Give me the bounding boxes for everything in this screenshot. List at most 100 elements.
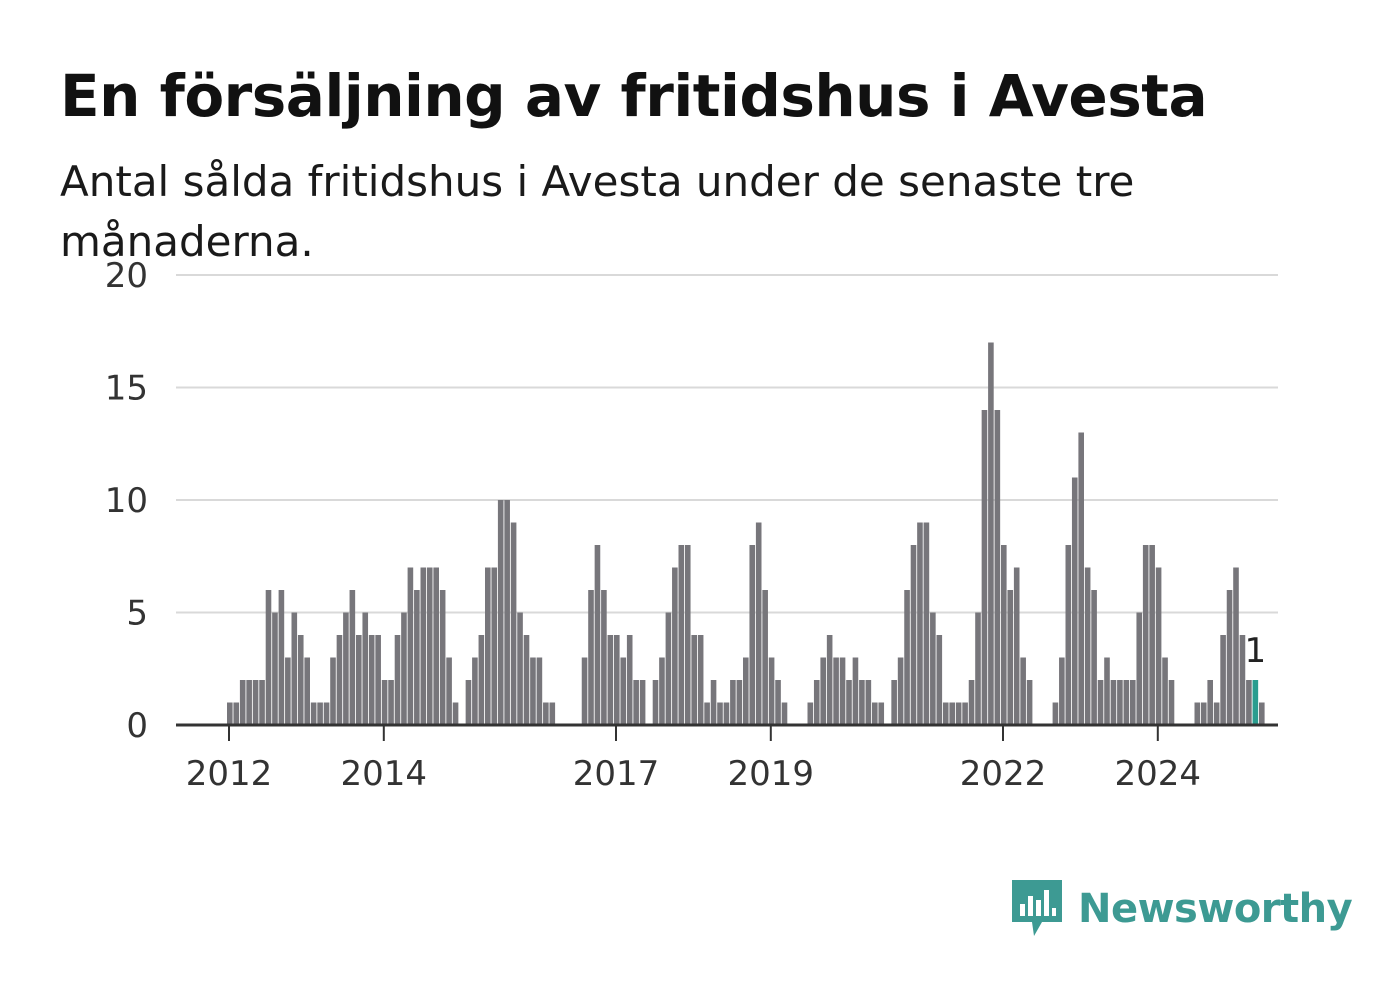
bar bbox=[781, 702, 788, 725]
bar bbox=[388, 680, 394, 725]
bar bbox=[1026, 680, 1033, 725]
bar bbox=[446, 657, 452, 725]
bar bbox=[349, 590, 356, 725]
chart-subtitle: Antal sålda fritidshus i Avesta under de… bbox=[60, 157, 1135, 266]
bar bbox=[775, 680, 781, 725]
bar bbox=[414, 590, 420, 725]
bar bbox=[723, 702, 730, 725]
bar bbox=[1097, 680, 1104, 725]
x-tick-label: 2014 bbox=[341, 754, 428, 794]
bar bbox=[265, 590, 272, 725]
bar bbox=[1136, 612, 1143, 725]
bar bbox=[246, 680, 252, 725]
x-tick-label: 2022 bbox=[960, 754, 1047, 794]
bar bbox=[401, 612, 407, 725]
bar bbox=[981, 410, 988, 725]
bar bbox=[1200, 702, 1207, 725]
bar bbox=[285, 657, 291, 725]
bar bbox=[942, 702, 949, 725]
bar bbox=[833, 657, 839, 725]
bar bbox=[968, 680, 975, 725]
bar bbox=[426, 567, 433, 725]
bar bbox=[317, 702, 323, 725]
bar bbox=[1142, 545, 1149, 725]
y-tick-label: 10 bbox=[105, 481, 148, 521]
bar bbox=[304, 657, 310, 725]
bar bbox=[633, 680, 639, 725]
bar bbox=[665, 612, 672, 725]
bar bbox=[1013, 567, 1020, 725]
bar bbox=[678, 545, 685, 725]
bar bbox=[375, 635, 381, 725]
bar bbox=[356, 635, 362, 725]
bar bbox=[1078, 432, 1084, 725]
y-tick-label: 0 bbox=[126, 706, 148, 746]
bar bbox=[962, 702, 968, 725]
bar bbox=[891, 680, 897, 725]
bar bbox=[549, 702, 556, 725]
bar bbox=[252, 680, 259, 725]
bar bbox=[704, 702, 710, 725]
bar bbox=[865, 680, 872, 725]
bar bbox=[994, 410, 1001, 725]
bar bbox=[478, 635, 485, 725]
bar bbox=[846, 680, 852, 725]
bar bbox=[820, 657, 826, 725]
bar bbox=[1110, 680, 1117, 725]
bar bbox=[465, 680, 472, 725]
bar bbox=[472, 657, 478, 725]
bar bbox=[1091, 590, 1097, 725]
bar bbox=[1213, 702, 1220, 725]
bar bbox=[672, 567, 678, 725]
bar bbox=[433, 567, 439, 725]
bar bbox=[717, 702, 723, 725]
y-tick-label: 20 bbox=[105, 256, 148, 296]
bar bbox=[1130, 680, 1136, 725]
bar bbox=[1226, 590, 1233, 725]
bar bbox=[1194, 702, 1201, 725]
newsworthy-logo-icon bbox=[1012, 880, 1062, 936]
bar bbox=[1001, 545, 1007, 725]
bar bbox=[904, 590, 910, 725]
bar bbox=[807, 702, 814, 725]
bar bbox=[736, 680, 743, 725]
bar bbox=[1104, 657, 1110, 725]
bar bbox=[1020, 657, 1026, 725]
bar bbox=[1233, 567, 1239, 725]
bar bbox=[697, 635, 704, 725]
bar bbox=[614, 635, 620, 725]
bar bbox=[910, 545, 917, 725]
bar bbox=[297, 635, 304, 725]
bar bbox=[930, 612, 936, 725]
bar bbox=[1246, 680, 1252, 725]
bar bbox=[543, 702, 549, 725]
bar bbox=[897, 657, 904, 725]
bar bbox=[420, 567, 427, 725]
bar bbox=[407, 567, 414, 725]
bar bbox=[839, 657, 846, 725]
bar bbox=[394, 635, 401, 725]
bar bbox=[936, 635, 943, 725]
bar bbox=[1168, 680, 1175, 725]
bar bbox=[368, 635, 375, 725]
bar bbox=[949, 702, 955, 725]
bar bbox=[504, 500, 510, 725]
bar bbox=[517, 612, 523, 725]
bar bbox=[620, 657, 627, 725]
bar bbox=[659, 657, 665, 725]
bar bbox=[1059, 657, 1065, 725]
bar bbox=[691, 635, 697, 725]
bar bbox=[749, 545, 756, 725]
bar bbox=[626, 635, 633, 725]
bar bbox=[852, 657, 859, 725]
bar bbox=[1207, 680, 1213, 725]
highlight-label: 1 bbox=[1245, 631, 1267, 671]
bar bbox=[452, 702, 459, 725]
bar bbox=[607, 635, 614, 725]
highlight-bar bbox=[1252, 680, 1259, 725]
bar bbox=[259, 680, 265, 725]
y-tick-label: 5 bbox=[126, 594, 148, 634]
bar bbox=[530, 657, 536, 725]
bar bbox=[336, 635, 343, 725]
bar bbox=[755, 522, 762, 725]
